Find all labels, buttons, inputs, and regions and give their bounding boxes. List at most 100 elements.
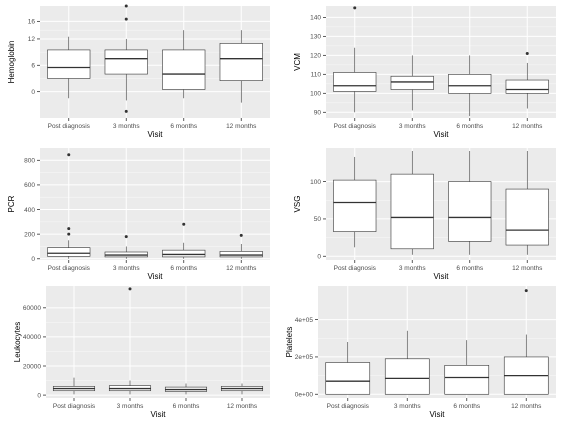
outlier-point [124,4,128,8]
panel-hemoglobin: 0 6 12 16 Post diagnosis 3 months 6 months 12 m… [7,4,270,139]
box-iqr [448,74,492,94]
box-6-months [162,222,206,259]
box-iqr [219,251,263,258]
box-12-months [505,51,549,109]
x-tick-label-3-months: 3 months [399,123,426,130]
x-tick-label-post-diagnosis: Post diagnosis [334,265,377,272]
x-axis-title: Visit [434,272,450,281]
y-tick-label: 12 [28,36,36,43]
outlier-point [182,222,186,226]
box-iqr [162,49,206,90]
box-iqr [505,79,549,94]
panel-background [46,286,270,398]
panel-background [326,6,556,118]
outlier-point [67,153,71,157]
outlier-point [67,227,71,231]
box-iqr [448,181,492,242]
y-tick-label: 110 [311,72,322,79]
x-tick-label-post-diagnosis: Post diagnosis [53,403,96,410]
y-tick-label: 100 [310,179,321,186]
box-iqr [390,173,434,250]
x-tick-label-3-months: 3 months [399,265,426,272]
box-iqr [390,75,434,90]
y-axis-title: VSG [293,196,302,213]
box-post-diagnosis [325,342,371,395]
x-tick-label-12-months: 12 months [226,265,257,272]
x-tick-label-12-months: 12 months [511,403,542,410]
x-tick-label-6-months: 6 months [453,403,480,410]
y-tick-label: 50 [314,216,322,223]
x-tick-label-12-months: 12 months [227,403,258,410]
x-tick-label-6-months: 6 months [456,123,483,130]
y-tick-label: 800 [24,158,35,165]
x-tick-label-6-months: 6 months [170,265,197,272]
box-iqr [162,249,206,258]
box-iqr [384,358,430,395]
y-tick-label: 90 [314,110,322,117]
x-tick-label-6-months: 6 months [173,403,200,410]
y-tick-label: 20000 [23,363,41,370]
box-12-months [220,383,264,395]
y-tick-label: 200 [24,231,35,238]
outlier-point [124,235,128,239]
x-tick-label-3-months: 3 months [113,265,140,272]
outlier-point [67,232,71,236]
y-tick-label: 0e+00 [295,392,314,399]
x-tick-label-12-months: 12 months [226,123,257,130]
x-axis-title: Visit [148,272,164,281]
box-iqr [47,247,91,257]
x-tick-label-12-months: 12 months [512,265,543,272]
x-tick-label-post-diagnosis: Post diagnosis [48,265,91,272]
box-3-months [390,150,434,255]
y-tick-label: 0 [37,392,41,399]
y-tick-label: 600 [24,182,35,189]
y-tick-label: 120 [310,53,321,60]
outlier-point [524,289,528,293]
box-iqr [47,49,91,79]
x-axis-title: Visit [151,410,167,419]
box-6-months [448,150,492,255]
box-3-months [390,55,434,111]
y-tick-label: 400 [24,207,35,214]
y-tick-label: 0 [31,89,35,96]
box-12-months [503,289,549,395]
y-tick-label: 60000 [23,305,41,312]
y-tick-label: 2e+05 [295,354,314,361]
y-tick-label: 16 [28,19,36,26]
box-6-months [448,55,492,117]
panel-leukocytes: 0 20000 40000 60000 Post diagnosis 3 months 6 … [13,286,270,419]
box-3-months [104,235,148,259]
box-12-months [219,30,263,103]
x-tick-label-post-diagnosis: Post diagnosis [327,403,370,410]
y-tick-label: 6 [31,63,35,70]
y-tick-label: 130 [310,34,321,41]
y-axis-title: Leukocytes [13,322,22,362]
box-iqr [219,43,263,81]
x-tick-label-post-diagnosis: Post diagnosis [48,123,91,130]
box-iqr [444,365,490,395]
y-tick-label: 40000 [23,334,41,341]
x-axis-title: Visit [430,410,446,419]
panel-background [40,148,270,260]
y-axis-title: Platelets [285,327,294,358]
y-tick-label: 100 [310,91,321,98]
outlier-point [525,51,529,55]
outlier-point [353,6,357,10]
outlier-point [128,287,132,291]
y-axis-title: PCR [7,195,16,212]
box-iqr [104,49,148,75]
box-post-diagnosis [333,156,377,248]
y-tick-label: 140 [310,15,321,22]
x-tick-label-3-months: 3 months [113,123,140,130]
box-iqr [505,188,549,246]
box-6-months [162,30,206,99]
box-12-months [219,233,263,259]
x-tick-label-3-months: 3 months [394,403,421,410]
y-tick-label: 4e+05 [295,317,314,324]
outlier-point [239,233,243,237]
box-iqr [333,179,377,232]
y-tick-label: 0 [31,256,35,263]
box-6-months [164,383,208,395]
box-iqr [325,362,371,395]
x-tick-label-3-months: 3 months [117,403,144,410]
